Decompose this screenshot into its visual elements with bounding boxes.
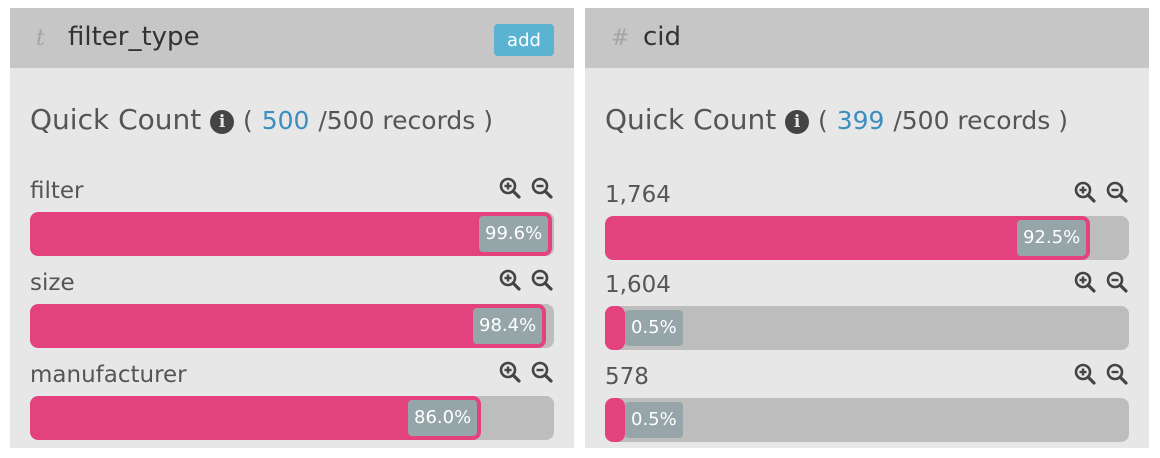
zoom-controls — [1073, 362, 1129, 386]
zoom-out-icon[interactable] — [530, 268, 554, 292]
zoom-controls — [498, 360, 554, 384]
zoom-controls — [498, 176, 554, 200]
quick-count: Quick Count i ( 399 /500 records ) — [605, 103, 1068, 136]
bar-percentage: 98.4% — [473, 308, 543, 344]
quick-count-open-paren: ( — [243, 106, 253, 135]
panel-header: t filter_type add — [10, 8, 574, 68]
record-count-link[interactable]: 399 — [836, 106, 885, 135]
bar-percentage: 99.6% — [479, 216, 549, 252]
zoom-controls — [1073, 180, 1129, 204]
quick-count-label: Quick Count — [605, 103, 777, 136]
bar-fill — [30, 212, 552, 256]
bar-fill — [605, 216, 1090, 260]
value-row: filter 99.6% — [30, 176, 554, 268]
bar-fill — [30, 304, 546, 348]
bar-track[interactable]: 0.5% — [605, 398, 1129, 442]
bar-track[interactable]: 0.5% — [605, 306, 1129, 350]
zoom-in-icon[interactable] — [498, 360, 522, 384]
number-type-icon: # — [611, 26, 630, 51]
zoom-out-icon[interactable] — [530, 176, 554, 200]
column-name: cid — [643, 22, 682, 52]
zoom-in-icon[interactable] — [498, 176, 522, 200]
record-count-link[interactable]: 500 — [261, 106, 310, 135]
bar-fill — [605, 306, 625, 350]
bar-percentage: 0.5% — [625, 402, 683, 438]
value-label: 1,764 — [605, 182, 671, 208]
value-row: 1,764 92.5% — [605, 180, 1129, 272]
zoom-in-icon[interactable] — [1073, 180, 1097, 204]
bar-track[interactable]: 86.0% — [30, 396, 554, 440]
bar-track[interactable]: 99.6% — [30, 212, 554, 256]
zoom-out-icon[interactable] — [1105, 180, 1129, 204]
cid-panel: # cid Quick Count i ( 399 /500 records )… — [585, 8, 1149, 448]
value-label: size — [30, 270, 75, 296]
quick-count: Quick Count i ( 500 /500 records ) — [30, 103, 493, 136]
bar-percentage: 0.5% — [625, 310, 683, 346]
info-circle-icon[interactable]: i — [210, 110, 235, 134]
value-label: manufacturer — [30, 362, 187, 388]
bar-percentage: 86.0% — [408, 400, 478, 436]
bar-track[interactable]: 98.4% — [30, 304, 554, 348]
zoom-in-icon[interactable] — [1073, 270, 1097, 294]
value-label: 1,604 — [605, 272, 671, 298]
quick-count-label: Quick Count — [30, 103, 202, 136]
zoom-out-icon[interactable] — [1105, 270, 1129, 294]
panel-header: # cid — [585, 8, 1149, 68]
zoom-out-icon[interactable] — [530, 360, 554, 384]
value-row: 578 0.5% — [605, 362, 1129, 454]
record-total: /500 records ) — [318, 106, 494, 135]
record-total: /500 records ) — [893, 106, 1069, 135]
zoom-in-icon[interactable] — [498, 268, 522, 292]
bar-fill — [605, 398, 625, 442]
bar-percentage: 92.5% — [1017, 220, 1087, 256]
zoom-in-icon[interactable] — [1073, 362, 1097, 386]
value-row: size 98.4% — [30, 268, 554, 360]
value-row: manufacturer 86.0% — [30, 360, 554, 452]
info-circle-icon[interactable]: i — [785, 110, 810, 134]
bar-fill — [30, 396, 481, 440]
value-label: 578 — [605, 364, 649, 390]
zoom-controls — [498, 268, 554, 292]
add-button[interactable]: add — [494, 24, 554, 56]
column-name: filter_type — [68, 22, 200, 52]
filter-type-panel: t filter_type add Quick Count i ( 500 /5… — [10, 8, 574, 448]
zoom-controls — [1073, 270, 1129, 294]
text-type-icon: t — [36, 26, 45, 51]
value-label: filter — [30, 178, 84, 204]
quick-count-open-paren: ( — [818, 106, 828, 135]
bar-track[interactable]: 92.5% — [605, 216, 1129, 260]
value-row: 1,604 0.5% — [605, 270, 1129, 362]
zoom-out-icon[interactable] — [1105, 362, 1129, 386]
